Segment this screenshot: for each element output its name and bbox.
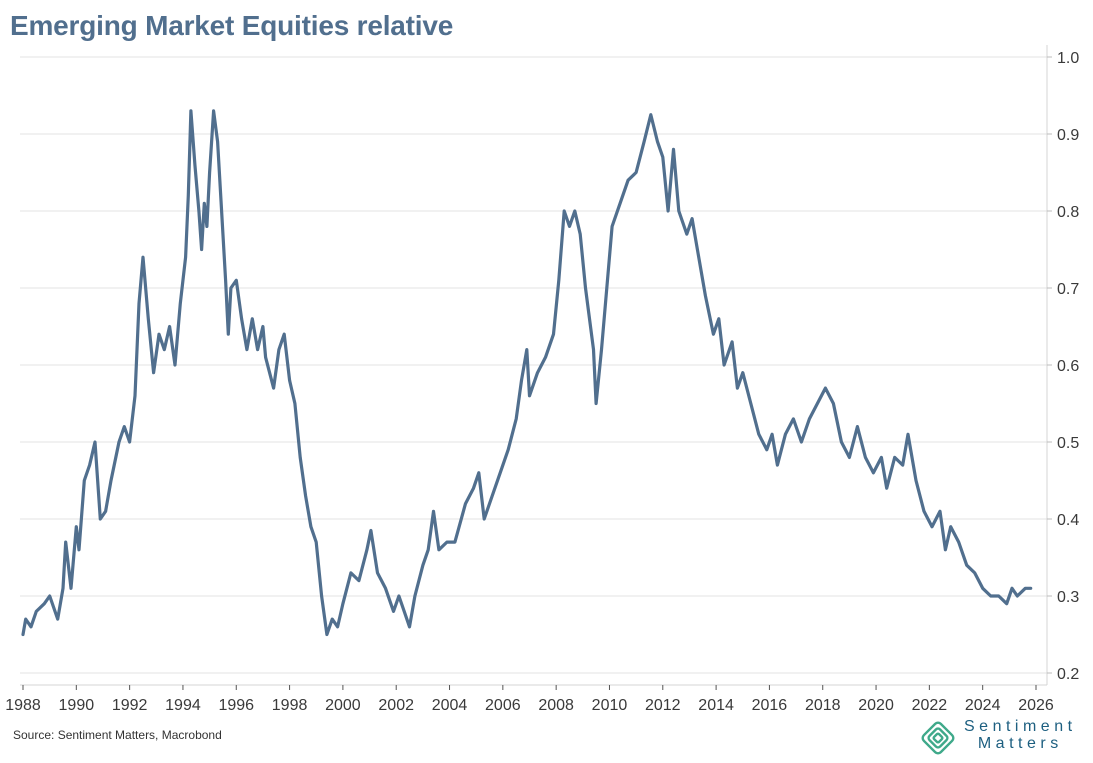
source-note: Source: Sentiment Matters, Macrobond xyxy=(13,728,222,742)
x-tick-label: 2026 xyxy=(1018,697,1054,714)
series-line xyxy=(21,109,1033,637)
x-tick-label: 2010 xyxy=(592,697,628,714)
y-tick-label: 0.6 xyxy=(1057,358,1079,375)
x-axis-ticks: 1988 1990 1992 1994 1996 1998 2000 2002 2004 2006… xyxy=(5,685,1054,714)
x-tick-label: 1994 xyxy=(165,697,201,714)
x-tick-label: 1998 xyxy=(272,697,308,714)
nested-diamond-icon xyxy=(921,721,955,755)
y-tick-label: 0.2 xyxy=(1057,666,1079,683)
y-tick-label: 0.8 xyxy=(1057,204,1079,221)
y-tick-label: 0.7 xyxy=(1057,281,1079,298)
chart-title: Emerging Market Equities relative xyxy=(10,10,454,41)
logo-text: Sentiment Matters xyxy=(964,718,1077,752)
y-tick-label: 0.3 xyxy=(1057,589,1079,606)
x-tick-label: 1996 xyxy=(218,697,254,714)
y-tick-label: 0.5 xyxy=(1057,435,1079,452)
y-tick-label: 1.0 xyxy=(1057,50,1079,67)
x-tick-label: 2000 xyxy=(325,697,361,714)
x-tick-label: 1988 xyxy=(5,697,41,714)
x-tick-label: 2002 xyxy=(378,697,414,714)
y-axis-ticks: 0.2 0.3 0.4 0.5 0.6 0.7 0.8 0.9 1.0 xyxy=(1047,50,1079,683)
x-tick-label: 2008 xyxy=(538,697,574,714)
x-tick-label: 2018 xyxy=(805,697,841,714)
x-tick-label: 2020 xyxy=(858,697,894,714)
x-tick-label: 1990 xyxy=(59,697,95,714)
x-tick-label: 2022 xyxy=(912,697,948,714)
y-tick-label: 0.4 xyxy=(1057,512,1079,529)
x-tick-label: 1992 xyxy=(112,697,148,714)
logo-line-2: Matters xyxy=(977,735,1063,752)
x-tick-label: 2024 xyxy=(965,697,1001,714)
y-tick-label: 0.9 xyxy=(1057,127,1079,144)
logo-line-1: Sentiment xyxy=(964,718,1077,735)
x-tick-label: 2014 xyxy=(698,697,734,714)
x-tick-label: 2004 xyxy=(432,697,468,714)
x-tick-label: 2012 xyxy=(645,697,681,714)
x-tick-label: 2006 xyxy=(485,697,521,714)
sentiment-matters-logo: Sentiment Matters xyxy=(918,718,1088,758)
x-tick-label: 2016 xyxy=(752,697,788,714)
